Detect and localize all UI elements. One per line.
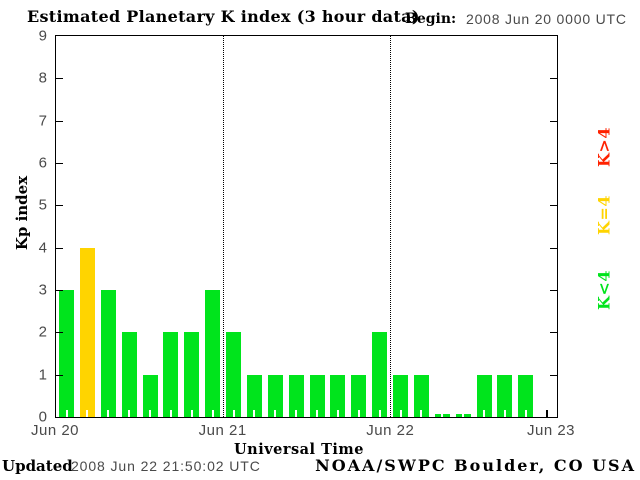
legend-item-K4: K=4 — [594, 195, 614, 235]
y-tick-label: 6 — [38, 154, 47, 172]
hour-tick-notch — [232, 410, 235, 417]
hour-tick-notch — [190, 410, 193, 417]
kp-bar — [351, 375, 367, 417]
kp-bar — [142, 375, 158, 417]
y-axis-tick-right — [550, 332, 557, 334]
y-axis-tick-right — [550, 205, 557, 207]
hour-tick-notch — [107, 410, 110, 417]
hour-tick-notch — [295, 410, 298, 417]
kp-bar — [226, 332, 241, 417]
kp-bar — [184, 332, 200, 417]
hour-tick-notch — [65, 410, 68, 417]
y-axis-tick-left — [56, 78, 63, 80]
y-axis-tick-right — [550, 78, 557, 80]
hour-tick-notch — [211, 410, 214, 417]
kp-bar — [59, 290, 74, 417]
y-tick-label: 7 — [38, 112, 47, 130]
y-tick-label: 9 — [38, 27, 47, 45]
kp-bar — [309, 375, 325, 417]
y-axis-tick-right — [550, 374, 557, 376]
hour-tick-notch — [253, 410, 256, 417]
kp-bar — [518, 375, 534, 417]
kp-bar — [288, 375, 304, 417]
hour-tick-notch — [462, 414, 465, 417]
plot-area — [55, 35, 558, 418]
credit-text: NOAA/SWPC Boulder, CO USA — [315, 456, 636, 475]
y-tick-label: 5 — [38, 196, 47, 214]
y-tick-label: 8 — [38, 69, 47, 87]
legend-item-K4: K>4 — [594, 127, 614, 167]
begin-value: 2008 Jun 20 0000 UTC — [466, 11, 627, 27]
hour-tick-notch — [86, 410, 89, 417]
day-boundary-gridline — [390, 36, 391, 417]
kp-bar — [330, 375, 346, 417]
x-day-label: Jun 22 — [366, 422, 415, 439]
y-tick-label: 2 — [38, 323, 47, 341]
kp-bar — [246, 375, 262, 417]
hour-tick-notch — [524, 410, 527, 417]
updated-timestamp: 2008 Jun 22 21:50:02 UTC — [71, 458, 261, 474]
y-axis-tick-left — [56, 120, 63, 122]
kp-bar — [434, 414, 450, 417]
kp-bar — [100, 290, 116, 417]
y-axis-tick-left — [56, 247, 63, 249]
x-day-label: Jun 20 — [30, 422, 80, 439]
hour-tick-notch — [336, 410, 339, 417]
hour-tick-notch — [316, 410, 318, 417]
x-day-label: Jun 21 — [198, 422, 247, 439]
hour-tick-notch — [128, 410, 131, 417]
kp-bar — [121, 332, 137, 417]
y-axis-tick-left — [56, 332, 63, 334]
kp-bar — [267, 375, 283, 417]
y-axis-tick-right — [550, 247, 557, 249]
hour-tick-notch — [441, 414, 444, 417]
y-axis-tick-right — [550, 290, 557, 291]
y-tick-label: 3 — [38, 281, 47, 299]
kp-bar — [79, 248, 95, 417]
kp-bar — [372, 332, 388, 417]
hour-tick-notch — [399, 410, 402, 417]
hour-tick-notch — [503, 410, 506, 417]
y-tick-label: 0 — [38, 408, 47, 426]
y-axis-tick-left — [56, 374, 63, 376]
kp-bar — [497, 375, 513, 417]
hour-tick-notch — [274, 410, 277, 417]
y-axis-tick-right — [550, 120, 557, 122]
y-axis-tick-left — [56, 205, 63, 207]
x-day-label: Jun 23 — [526, 422, 576, 439]
hour-tick-notch — [149, 410, 151, 417]
hour-tick — [545, 410, 548, 417]
kp-bar — [393, 375, 408, 417]
kp-bar — [476, 375, 492, 417]
updated-label: Updated — [2, 457, 73, 475]
kp-bar — [163, 332, 179, 417]
begin-label: Begin: — [405, 11, 457, 27]
y-tick-label: 4 — [38, 239, 47, 257]
hour-tick-notch — [420, 410, 423, 417]
hour-tick-notch — [483, 410, 485, 417]
hour-tick-notch — [378, 410, 381, 417]
y-axis-tick-left — [56, 290, 63, 291]
kp-bar — [205, 290, 221, 417]
hour-tick-notch — [169, 410, 172, 417]
kp-bar — [413, 375, 429, 417]
kp-bar — [455, 414, 471, 417]
day-boundary-gridline — [223, 36, 224, 417]
legend-item-K4: K<4 — [594, 270, 614, 310]
chart-title: Estimated Planetary K index (3 hour data… — [27, 7, 420, 26]
y-tick-label: 1 — [38, 366, 47, 384]
hour-tick-notch — [357, 410, 360, 417]
y-axis-tick-right — [550, 163, 557, 164]
x-axis-title: Universal Time — [234, 441, 364, 458]
y-axis-tick-left — [56, 163, 63, 164]
